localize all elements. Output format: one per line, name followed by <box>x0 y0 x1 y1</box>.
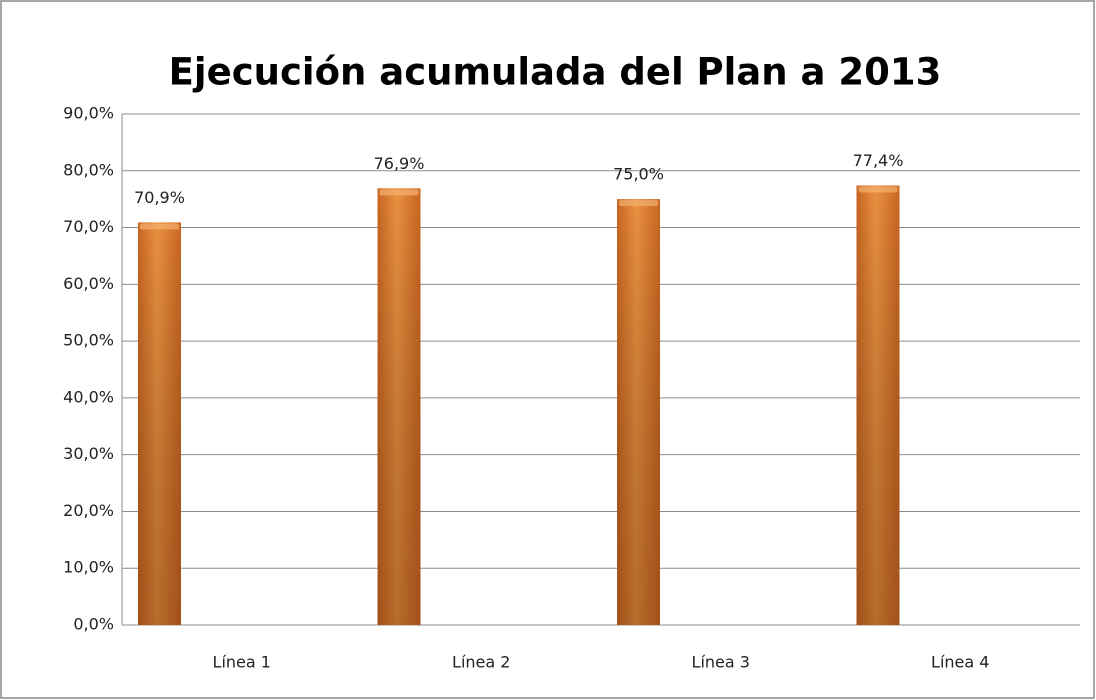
bar-cap <box>140 223 179 230</box>
bar-shade <box>377 188 421 625</box>
bar-cap <box>379 189 419 196</box>
data-label: 77,4% <box>853 151 904 170</box>
x-tick-label: Línea 1 <box>213 653 271 672</box>
y-tick-label: 60,0% <box>63 274 114 293</box>
y-tick-label: 10,0% <box>63 558 114 577</box>
bar-shade <box>856 185 900 626</box>
y-tick-label: 0,0% <box>73 615 114 634</box>
data-label: 75,0% <box>613 165 664 184</box>
bar-shade <box>138 222 181 625</box>
y-tick-label: 80,0% <box>63 160 114 179</box>
y-tick-label: 70,0% <box>63 217 114 236</box>
bar-shade <box>617 199 660 625</box>
y-tick-label: 20,0% <box>63 501 114 520</box>
bar-cap <box>858 186 898 193</box>
y-tick-label: 50,0% <box>63 331 114 350</box>
data-label: 76,9% <box>374 154 425 173</box>
x-tick-label: Línea 4 <box>931 653 989 672</box>
chart-title: Ejecución acumulada del Plan a 2013 <box>169 51 942 94</box>
data-label: 70,9% <box>134 188 185 207</box>
y-tick-label: 30,0% <box>63 444 114 463</box>
bar-cap <box>619 200 658 207</box>
y-tick-label: 40,0% <box>63 387 114 406</box>
y-tick-label: 90,0% <box>63 104 114 123</box>
x-tick-label: Línea 2 <box>452 653 510 672</box>
x-tick-label: Línea 3 <box>692 653 750 672</box>
